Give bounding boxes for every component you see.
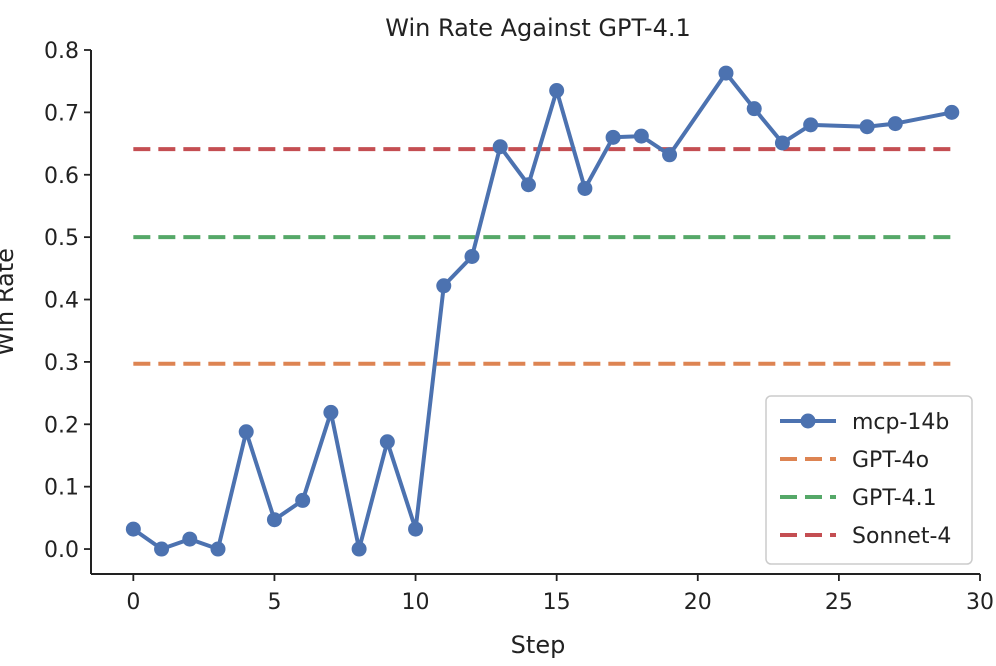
data-point-mcp-14b	[351, 541, 367, 557]
data-point-mcp-14b	[492, 139, 508, 155]
y-tick-label: 0.2	[44, 413, 79, 438]
data-point-mcp-14b	[295, 492, 311, 508]
data-point-mcp-14b	[210, 541, 226, 557]
data-point-mcp-14b	[436, 278, 452, 294]
y-tick-label: 0.4	[44, 289, 79, 314]
data-point-mcp-14b	[718, 65, 734, 81]
y-tick-label: 0.0	[44, 538, 79, 563]
legend-label-mcp-14b: mcp-14b	[852, 410, 949, 435]
x-tick-label: 20	[684, 590, 712, 615]
legend-label-gpt-4o: GPT-4o	[852, 448, 929, 473]
data-point-mcp-14b	[154, 541, 170, 557]
x-tick-label: 0	[126, 590, 140, 615]
data-point-mcp-14b	[662, 147, 678, 163]
x-tick-label: 5	[267, 590, 281, 615]
x-tick-label: 30	[966, 590, 994, 615]
data-point-mcp-14b	[266, 512, 282, 528]
data-point-mcp-14b	[379, 434, 395, 450]
data-point-mcp-14b	[182, 531, 198, 547]
y-tick-label: 0.5	[44, 226, 79, 251]
legend-label-gpt-4-1: GPT-4.1	[852, 486, 937, 511]
data-point-mcp-14b	[408, 521, 424, 537]
y-tick-label: 0.6	[44, 164, 79, 189]
data-point-mcp-14b	[520, 177, 536, 193]
data-point-mcp-14b	[859, 119, 875, 135]
x-tick-label: 15	[543, 590, 571, 615]
data-point-mcp-14b	[549, 83, 565, 99]
y-tick-label: 0.3	[44, 351, 79, 376]
y-tick-label: 0.1	[44, 476, 79, 501]
data-point-mcp-14b	[803, 117, 819, 133]
x-axis-title: Step	[511, 631, 566, 659]
plot-area: 0 5 10 15 20 25 30 0.0 0.1 0.2 0.3 0.4 0.5 0.6 0.7 0.8 m…	[44, 39, 994, 615]
data-point-mcp-14b	[887, 116, 903, 132]
data-point-mcp-14b	[323, 404, 339, 420]
data-point-mcp-14b	[238, 424, 254, 440]
data-point-mcp-14b	[577, 180, 593, 196]
data-point-mcp-14b	[633, 128, 649, 144]
x-tick-label: 10	[402, 590, 430, 615]
x-tick-label: 25	[825, 590, 853, 615]
chart-title: Win Rate Against GPT-4.1	[385, 14, 691, 42]
data-point-mcp-14b	[125, 521, 141, 537]
y-tick-label: 0.7	[44, 101, 79, 126]
data-point-mcp-14b	[944, 104, 960, 120]
legend-label-sonnet-4: Sonnet-4	[852, 524, 951, 549]
legend-marker-mcp-14b	[800, 413, 816, 429]
data-point-mcp-14b	[464, 248, 480, 264]
legend-box	[765, 395, 973, 565]
y-tick-label: 0.8	[44, 39, 79, 64]
data-point-mcp-14b	[746, 101, 762, 117]
data-point-mcp-14b	[605, 129, 621, 145]
data-point-mcp-14b	[774, 135, 790, 151]
y-axis-title: Win Rate	[0, 248, 19, 356]
